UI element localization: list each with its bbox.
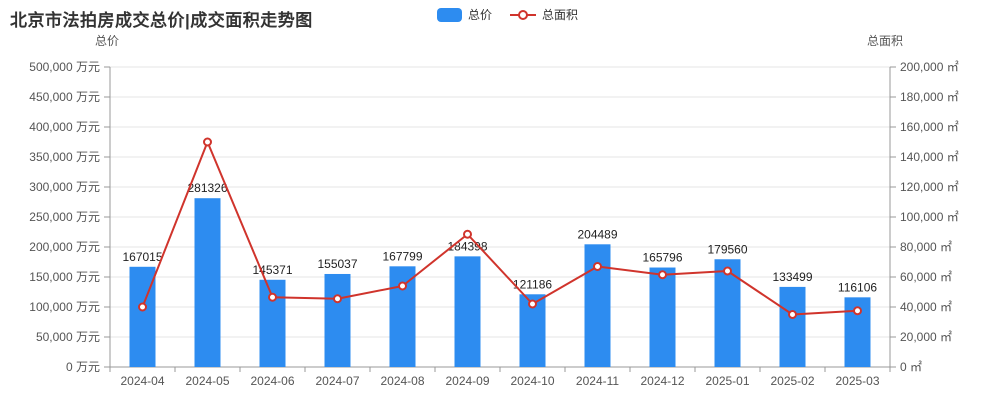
left-axis-tick-label: 100,000 万元 xyxy=(29,300,100,314)
left-axis-tick-label: 200,000 万元 xyxy=(29,240,100,254)
x-tick-label: 2025-02 xyxy=(770,374,814,388)
right-axis-tick-label: 140,000 ㎡ xyxy=(900,150,959,164)
x-tick-label: 2025-03 xyxy=(835,374,879,388)
right-axis-tick-label: 160,000 ㎡ xyxy=(900,120,959,134)
legend-label-total-price: 总价 xyxy=(468,8,493,22)
left-axis-tick-label: 250,000 万元 xyxy=(29,210,100,224)
area-data-point[interactable] xyxy=(528,299,537,309)
x-tick-label: 2024-10 xyxy=(510,374,554,388)
bar-value-label: 167015 xyxy=(122,250,162,264)
right-axis-tick-label: 200,000 ㎡ xyxy=(900,60,959,74)
bar-value-label: 155037 xyxy=(317,257,357,271)
line-series-icon xyxy=(510,8,537,22)
x-tick-label: 2024-12 xyxy=(640,374,684,388)
area-data-point[interactable] xyxy=(333,294,342,304)
chart-title: 北京市法拍房成交总价|成交面积走势图 xyxy=(10,11,313,30)
right-axis-tick-label: 120,000 ㎡ xyxy=(900,180,959,194)
bar[interactable] xyxy=(389,266,416,367)
area-trend-line xyxy=(141,141,858,316)
left-axis-tick-label: 0 万元 xyxy=(66,360,100,374)
bar[interactable] xyxy=(194,198,221,367)
area-data-point[interactable] xyxy=(593,262,602,271)
left-axis-tick-label: 50,000 万元 xyxy=(36,330,100,344)
area-data-point[interactable] xyxy=(723,266,732,276)
area-data-point[interactable] xyxy=(398,281,407,291)
x-tick-label: 2024-06 xyxy=(250,374,294,388)
bar-value-label: 204489 xyxy=(577,227,617,241)
area-data-point[interactable] xyxy=(268,292,277,302)
bar-value-label: 281326 xyxy=(187,181,227,195)
right-axis-title: 总面积 xyxy=(867,34,904,48)
x-tick-label: 2024-09 xyxy=(445,374,489,388)
bar[interactable] xyxy=(649,267,676,367)
bar-value-label: 179560 xyxy=(707,242,747,256)
right-axis-tick-label: 60,000 ㎡ xyxy=(900,270,952,284)
right-axis-tick-label: 80,000 ㎡ xyxy=(900,240,952,254)
legend-item-total-price[interactable]: 总价 xyxy=(437,6,492,23)
x-tick-label: 2024-04 xyxy=(120,374,164,388)
left-axis-tick-label: 150,000 万元 xyxy=(29,270,100,284)
area-data-point[interactable] xyxy=(138,302,147,312)
bar-value-label: 121186 xyxy=(513,277,552,291)
x-tick-label: 2024-07 xyxy=(315,374,359,388)
bar-series-icon xyxy=(437,7,462,22)
right-axis-tick-label: 20,000 ㎡ xyxy=(900,330,952,344)
left-axis-tick-label: 500,000 万元 xyxy=(29,60,100,74)
area-data-point[interactable] xyxy=(853,306,862,316)
right-axis-tick-label: 40,000 ㎡ xyxy=(900,300,952,314)
left-axis-tick-label: 450,000 万元 xyxy=(29,90,100,104)
x-tick-label: 2024-05 xyxy=(185,374,229,388)
area-data-point[interactable] xyxy=(463,229,472,239)
bar-value-label: 167799 xyxy=(382,249,422,263)
left-axis-tick-label: 300,000 万元 xyxy=(29,180,100,194)
legend-label-total-area: 总面积 xyxy=(542,8,579,22)
x-tick-label: 2024-11 xyxy=(576,374,619,388)
right-axis-tick-label: 0 ㎡ xyxy=(900,360,922,374)
left-axis-title: 总价 xyxy=(95,34,120,48)
right-axis-tick-label: 100,000 ㎡ xyxy=(900,210,959,224)
bar[interactable] xyxy=(324,273,351,367)
bar-value-label: 165796 xyxy=(642,251,682,265)
area-data-point[interactable] xyxy=(788,310,797,319)
area-data-point[interactable] xyxy=(658,270,667,280)
left-axis-tick-label: 350,000 万元 xyxy=(29,150,100,164)
legend-item-total-area[interactable]: 总面积 xyxy=(510,6,578,23)
x-tick-label: 2025-01 xyxy=(705,374,749,388)
right-axis-tick-label: 180,000 ㎡ xyxy=(900,90,959,104)
bar[interactable] xyxy=(454,256,481,367)
x-tick-label: 2024-08 xyxy=(380,374,424,388)
area-data-point[interactable] xyxy=(203,137,212,147)
bar[interactable] xyxy=(779,286,806,367)
left-axis-tick-label: 400,000 万元 xyxy=(29,120,100,134)
bar-value-label: 133499 xyxy=(772,270,812,284)
legend: 总价 总面积 xyxy=(437,6,578,23)
bar-value-label: 116106 xyxy=(838,280,877,294)
